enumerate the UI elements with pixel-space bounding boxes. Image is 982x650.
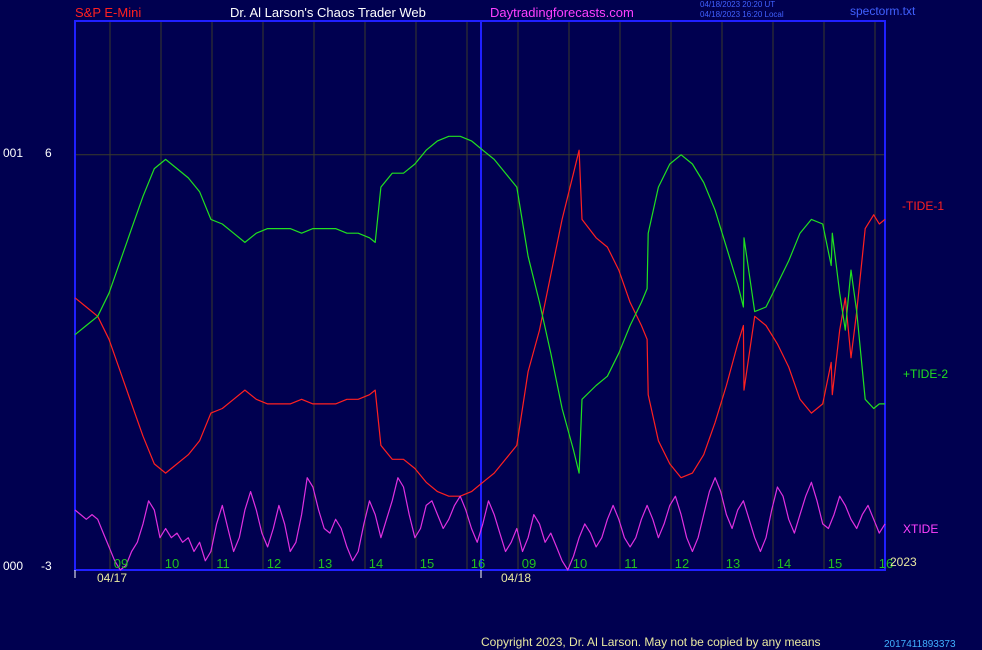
y-tick-label-neg3: -3 — [41, 559, 52, 573]
x-tick-label: 10 — [165, 556, 179, 571]
visit-counter: 2017411893373 — [884, 639, 956, 650]
author-label: Dr. Al Larson's Chaos Trader Web — [230, 5, 426, 20]
x-tick-label: 13 — [726, 556, 740, 571]
y-code-top: 001 — [3, 146, 24, 160]
file-label: spectorm.txt — [850, 4, 916, 18]
legend-xtide: XTIDE — [903, 522, 939, 536]
series-layer — [74, 135, 886, 571]
x-tick-label: 14 — [369, 556, 383, 571]
x-tick-label: 15 — [420, 556, 434, 571]
x-tick-label: 12 — [267, 556, 281, 571]
x-tick-label: 15 — [828, 556, 842, 571]
x-tick-labels: 09 10 11 12 13 14 15 16 09 10 11 12 13 14 15 16 — [114, 556, 893, 571]
date-label-0417: 04/17 — [97, 571, 128, 585]
timestamp-local: 04/18/2023 16:20 Local — [700, 10, 784, 19]
y-code-bottom: 000 — [3, 559, 24, 573]
chart-grid — [75, 21, 885, 570]
x-tick-label: 14 — [777, 556, 791, 571]
site-label[interactable]: Daytradingforecasts.com — [490, 5, 634, 20]
x-tick-label: 09 — [114, 556, 128, 571]
legend-minus-tide-1: -TIDE-1 — [902, 199, 944, 213]
series-line-xtide — [74, 477, 886, 571]
x-tick-label: 11 — [216, 556, 230, 571]
x-tick-label: 10 — [573, 556, 587, 571]
legend-plus-tide-2: +TIDE-2 — [903, 367, 949, 381]
series-line-tide-2 — [74, 135, 885, 474]
year-label: 2023 — [890, 555, 917, 569]
series-line-tide-1 — [74, 149, 886, 497]
x-tick-label: 09 — [522, 556, 536, 571]
x-tick-label: 11 — [624, 556, 638, 571]
y-tick-label-6: 6 — [45, 146, 52, 160]
date-label-0418: 04/18 — [501, 571, 532, 585]
timestamp-ut: 04/18/2023 20:20 UT — [700, 0, 776, 9]
x-tick-label: 16 — [879, 556, 893, 571]
x-tick-label: 16 — [471, 556, 485, 571]
copyright-notice: Copyright 2023, Dr. Al Larson. May not b… — [481, 635, 821, 649]
x-tick-label: 13 — [318, 556, 332, 571]
symbol-label: S&P E-Mini — [75, 5, 142, 20]
x-tick-label: 12 — [675, 556, 689, 571]
